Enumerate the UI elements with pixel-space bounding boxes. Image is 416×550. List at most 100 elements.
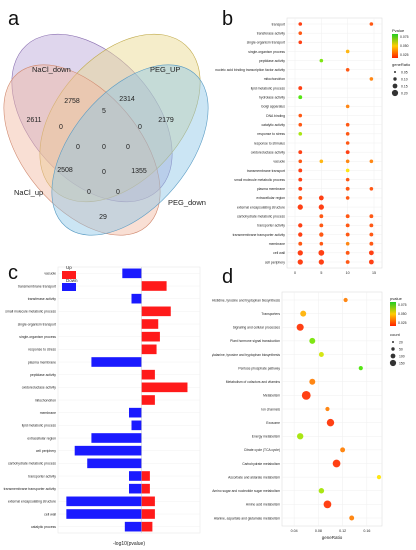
- data-point: [297, 433, 304, 440]
- x-tick-label: 15: [372, 271, 376, 275]
- venn-region-count: 2611: [26, 117, 41, 124]
- y-tick-label: transporter activity: [257, 224, 285, 228]
- y-tick-label: Amino sugar and nucleotide sugar metabol…: [212, 489, 280, 493]
- data-point: [298, 150, 303, 155]
- data-point: [345, 232, 350, 237]
- data-point: [369, 186, 374, 191]
- data-point: [340, 447, 346, 453]
- venn-region-count: 5: [102, 108, 106, 115]
- bar: [66, 509, 142, 519]
- y-tick-label: vacuole: [273, 160, 285, 164]
- legend-color-tick: 0.075: [398, 303, 407, 307]
- legend-size-tick: 50: [399, 348, 403, 352]
- x-tick-label: 0.16: [363, 529, 370, 533]
- y-tick-label: transmembrane transporter activity: [4, 487, 57, 491]
- data-point: [368, 250, 374, 256]
- data-point: [298, 40, 303, 45]
- data-point: [332, 459, 341, 468]
- data-point: [298, 86, 303, 90]
- data-point: [345, 223, 350, 228]
- x-axis-label: geneRatio: [322, 535, 343, 540]
- data-point: [345, 260, 350, 264]
- legend-title-pvalue: Pvalue: [392, 28, 405, 33]
- y-tick-label: DNA binding: [266, 114, 285, 118]
- y-tick-label: external encapsulating structure: [8, 500, 56, 504]
- data-point: [319, 223, 324, 228]
- y-tick-label: cell periphery: [265, 260, 285, 264]
- data-point: [297, 259, 303, 265]
- y-tick-label: nucleic acid binding transcription facto…: [215, 68, 285, 72]
- y-tick-label: Energy metabolism: [252, 435, 280, 439]
- y-tick-label: carbohydrate metabolic process: [237, 215, 285, 219]
- venn-region-count: 2508: [57, 167, 73, 174]
- y-tick-label: mitochondrion: [264, 77, 285, 81]
- y-tick-label: external encapsulating structure: [237, 205, 285, 209]
- y-tick-label: catalytic process: [31, 525, 56, 529]
- venn-label-peg-down: PEG_down: [168, 198, 206, 207]
- venn-region-count: 1355: [131, 168, 147, 175]
- venn-region-count: 0: [138, 124, 142, 131]
- data-point: [345, 186, 350, 191]
- bar: [141, 306, 171, 317]
- y-tick-label: Citrate cycle (TCA cycle): [244, 448, 280, 452]
- y-tick-label: plasma membrane: [257, 187, 285, 191]
- kegg-bubble-chart: 0.04 0.08 0.12 0.16 Histidine, tyrosine and …: [212, 291, 407, 540]
- data-point: [326, 418, 335, 427]
- data-point: [298, 159, 303, 164]
- data-point: [376, 475, 382, 480]
- data-point: [369, 223, 374, 228]
- y-tick-label: response to stimulus: [254, 141, 285, 145]
- data-point: [323, 500, 332, 509]
- legend-colorbar: [392, 34, 398, 58]
- y-tick-label: single-organism process: [248, 50, 285, 54]
- y-tick-label: Plant hormone signal transduction: [230, 339, 280, 343]
- y-tick-label: transmembrane transport: [18, 284, 56, 288]
- data-point: [358, 366, 363, 371]
- data-point: [345, 132, 350, 136]
- y-tick-label: lipid metabolic process: [251, 86, 286, 90]
- venn-region-count: 0: [76, 144, 80, 151]
- y-tick-label: oxidoreductase activity: [251, 150, 286, 154]
- data-point: [345, 177, 350, 182]
- data-point: [325, 406, 330, 412]
- bar: [141, 521, 153, 532]
- data-point: [300, 310, 307, 317]
- bar: [141, 369, 155, 380]
- venn-region-count: 0: [59, 124, 63, 131]
- data-point: [345, 241, 350, 246]
- bar: [141, 395, 155, 405]
- legend-color-tick: 0.075: [400, 35, 409, 39]
- y-tick-label: Pentose phosphate pathway: [238, 366, 280, 370]
- legend-color-tick: 0.050: [400, 44, 409, 48]
- venn-set-nacl-up: [3, 64, 161, 236]
- data-point: [345, 168, 350, 173]
- data-point: [368, 259, 374, 265]
- panel-label-a: a: [8, 8, 20, 30]
- bar: [91, 433, 142, 443]
- data-point: [298, 122, 303, 127]
- legend-size-key: [390, 353, 396, 359]
- bar: [141, 509, 155, 519]
- venn-region-count: 0: [102, 169, 106, 176]
- y-tick-label: Ion channels: [261, 407, 280, 411]
- y-tick-label: cell wall: [44, 512, 56, 516]
- data-point: [369, 22, 374, 26]
- legend-title-count: count: [390, 332, 401, 337]
- data-point: [318, 204, 324, 210]
- y-tick-label: single-organism transport: [247, 41, 285, 45]
- data-point: [297, 204, 303, 210]
- legend-size-key: [392, 83, 398, 89]
- venn-set-nacl-down: [11, 33, 173, 203]
- data-point: [369, 214, 374, 219]
- bar: [131, 420, 142, 431]
- legend-colorbar: [390, 302, 396, 326]
- data-point: [298, 95, 303, 100]
- data-point: [345, 250, 350, 255]
- y-tick-label: small molecule metabolic process: [5, 310, 56, 314]
- y-tick-label: extracellular region: [27, 436, 56, 440]
- data-point: [345, 49, 350, 54]
- y-tick-label: transmembrane transport: [247, 169, 285, 173]
- data-point: [318, 249, 325, 256]
- y-tick-label: transporter activity: [28, 474, 56, 478]
- legend-size-key: [393, 77, 397, 81]
